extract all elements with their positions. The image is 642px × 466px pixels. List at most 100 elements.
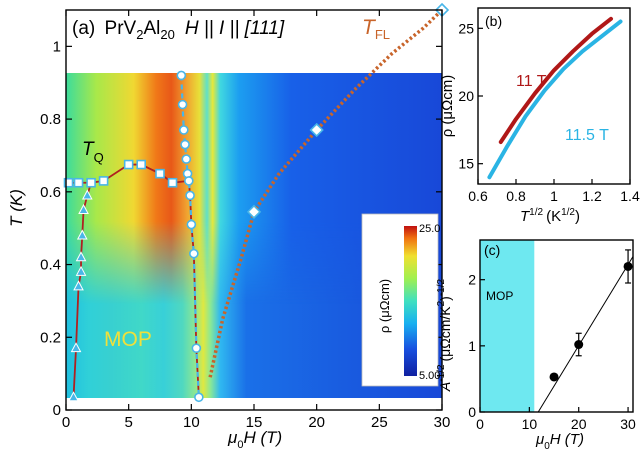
circle-marker	[180, 139, 190, 150]
panel-c-frame	[479, 239, 634, 413]
title-material: PrV	[105, 18, 137, 39]
c-ytick-label: 1	[468, 338, 476, 354]
b-ytick-label: 15	[458, 156, 474, 172]
triangle-marker	[68, 391, 79, 402]
panel-c-ticks: 0 10 20 30 0 1 2	[468, 272, 636, 432]
c-ylabel-A: A	[437, 382, 453, 392]
c-ylabel-unit: (μΩcm/K	[437, 306, 453, 362]
triangle-marker	[75, 265, 87, 276]
circle-marker	[186, 219, 197, 230]
b-xlabel-close: )	[575, 208, 580, 225]
tfl-T: T	[362, 16, 377, 39]
a-xtick-label: 10	[183, 414, 200, 431]
c-xtick-label: 20	[571, 416, 587, 432]
mop-region-fill	[480, 240, 535, 412]
a-xtick-label: 30	[434, 414, 451, 431]
colorbar-min: 5.00	[419, 370, 440, 382]
c-xtick-label: 0	[476, 416, 484, 432]
a-xtick-label: 20	[308, 414, 325, 431]
title-sub2: 20	[160, 27, 174, 42]
circle-marker	[181, 154, 192, 164]
data-point	[574, 340, 584, 350]
c-xtick-label: 10	[522, 416, 538, 432]
panel-c-xlabel: μ0H (T)	[535, 431, 584, 452]
panel-b-xlabel: T1/2 (K1/2)	[520, 207, 580, 225]
mop-region-label: MOP	[486, 289, 513, 303]
c-ylabel-close: )	[437, 296, 453, 301]
panel-b-ticks: 0.6 0.8 1 1.2 1.4 15 20 25	[458, 20, 640, 204]
mop-region	[480, 240, 535, 412]
a-xtick-label: 25	[371, 414, 388, 431]
triangle-marker	[73, 280, 84, 291]
circle-marker	[189, 248, 199, 259]
mop-label: MOP	[104, 328, 152, 351]
tq-sub: Q	[94, 150, 104, 165]
a-ytick-label: 0.4	[40, 257, 61, 274]
b-ytick-label: 20	[458, 88, 474, 104]
circle-marker	[185, 190, 195, 201]
a-ytick-label: 1	[53, 38, 61, 55]
title-field: H || I || [111]	[185, 18, 285, 39]
data-point	[549, 372, 559, 382]
series-label-11T: 11 T	[516, 73, 547, 90]
c-ytick-label: 0	[468, 404, 476, 420]
circle-marker	[176, 70, 187, 81]
square-marker	[73, 177, 84, 188]
c-xlabel-mu: μ	[535, 431, 544, 448]
tfl-annotation: TFL	[362, 16, 390, 42]
c-ytick-label: 2	[468, 272, 476, 288]
square-marker	[136, 159, 146, 170]
square-marker	[63, 177, 74, 188]
a-ytick-label: 0.2	[40, 329, 61, 346]
heatmap-blank-top	[66, 13, 442, 73]
c-xlabel-sub: 0	[544, 441, 550, 452]
b-xtick-label: 1	[550, 188, 558, 204]
square-marker	[123, 159, 134, 170]
title-sub1: 2	[136, 27, 143, 42]
triangle-marker	[76, 229, 88, 240]
colorbar-scale	[404, 226, 417, 376]
square-marker	[98, 176, 109, 186]
colorbar-max: 25.0	[419, 223, 440, 235]
a-ytick-label: 0.8	[40, 111, 61, 128]
a-xtick-label: 5	[124, 414, 132, 431]
colorbar-label: ρ (μΩcm)	[377, 279, 392, 333]
square-marker	[155, 168, 165, 179]
diamond-marker	[309, 122, 324, 138]
circle-marker	[177, 99, 188, 110]
b-xtick-label: 1.2	[582, 188, 602, 204]
c-xtick-label: 30	[620, 416, 636, 432]
c-ylabel-sup: -1/2	[436, 364, 447, 382]
panel-a-title: (a) PrV2Al20 H || I || [111]	[72, 18, 285, 42]
series-label-11.5T: 11.5 T	[565, 127, 609, 144]
b-ytick-label: 25	[458, 20, 474, 36]
circle-marker	[179, 125, 189, 135]
a-xlabel-rest: H (T)	[243, 428, 282, 447]
b-xtick-label: 0.8	[506, 188, 526, 204]
a-xlabel-mu: μ	[227, 428, 238, 447]
panel-a-label: (a)	[72, 18, 95, 39]
panel-a-xlabel: μ0H (T)	[227, 428, 282, 451]
b-xlabel-unit-sup: 1/2	[561, 207, 575, 218]
panel-b-series	[487, 16, 623, 180]
panel-c-ylabel: A-1/2(μΩcm/K2)-1/2	[436, 278, 453, 392]
b-xtick-label: 1.4	[620, 188, 640, 204]
tq-T: T	[82, 139, 95, 160]
a-xlabel-sub: 0	[237, 439, 243, 451]
panel-b-ylabel: ρ (μΩcm)	[439, 75, 456, 138]
data-point	[623, 261, 633, 271]
a-xtick-label: 0	[62, 414, 70, 431]
triangle-marker	[78, 203, 89, 214]
square-marker	[167, 177, 178, 188]
c-xlabel-rest: H (T)	[550, 431, 584, 448]
triangle-marker	[75, 251, 87, 262]
a-ytick-label: 0.6	[40, 184, 61, 201]
colorbar-box	[361, 213, 439, 387]
diamond-marker	[246, 204, 262, 219]
b-series-line-1	[487, 19, 623, 180]
b-series-line-0	[498, 16, 613, 145]
tq-annotation: TQ	[82, 139, 104, 165]
a-xtick-label: 15	[246, 414, 263, 431]
a-ytick-label: 0	[53, 402, 61, 419]
